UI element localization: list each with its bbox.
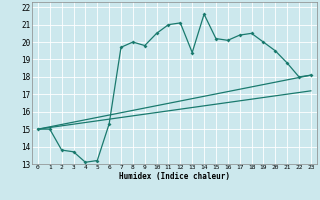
X-axis label: Humidex (Indice chaleur): Humidex (Indice chaleur) xyxy=(119,172,230,181)
